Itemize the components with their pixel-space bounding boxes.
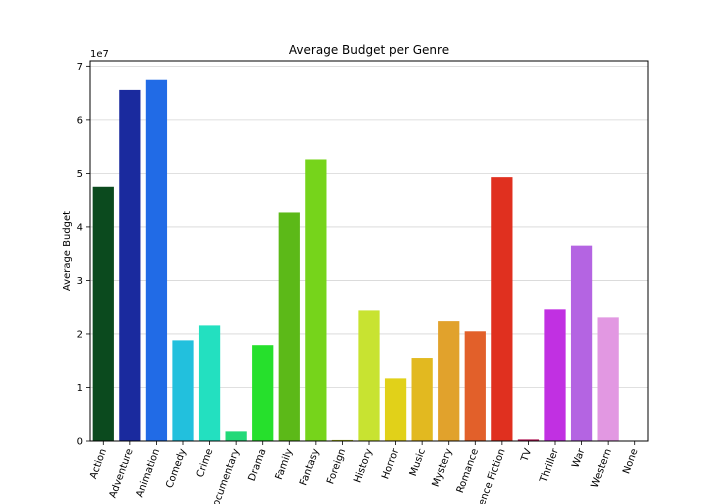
y-tick-label: 2 — [77, 329, 83, 340]
x-tick-label: Foreign — [325, 447, 348, 486]
x-tick-label: Animation — [134, 447, 162, 499]
y-axis-label: Average Budget — [62, 211, 73, 291]
x-tick-label: Fantasy — [298, 447, 322, 487]
y-axis-scale-label: 1e7 — [90, 49, 109, 60]
x-tick-label: Comedy — [164, 447, 188, 490]
bar-animation — [145, 79, 168, 441]
x-tick-label: Adventure — [108, 447, 136, 499]
x-tick-label: Action — [88, 447, 109, 480]
x-tick-label: History — [352, 447, 375, 484]
bar-adventure — [119, 89, 141, 442]
bar-action — [92, 186, 114, 441]
bar-thriller — [544, 309, 566, 441]
bar-tv — [517, 439, 540, 441]
bar-western — [597, 317, 619, 441]
x-tick-label: War — [570, 446, 587, 469]
bar-crime — [198, 325, 221, 441]
x-tick-label: Crime — [195, 447, 216, 479]
bar-documentary — [225, 431, 247, 441]
x-tick-label: Western — [590, 447, 614, 489]
y-axis-ticks: 0 1 2 3 4 5 6 7 — [77, 62, 90, 448]
y-tick-label: 6 — [77, 115, 83, 126]
chart-title: Average Budget per Genre — [289, 43, 449, 57]
bar-history — [358, 310, 380, 441]
y-tick-label: 0 — [77, 437, 83, 448]
y-tick-label: 3 — [77, 276, 83, 287]
y-tick-label: 4 — [77, 222, 83, 233]
x-tick-label: Music — [408, 447, 428, 477]
y-tick-label: 1 — [77, 383, 83, 394]
y-tick-label: 5 — [77, 169, 83, 180]
x-tick-label: Family — [274, 447, 295, 481]
x-tick-label: Horror — [380, 446, 401, 480]
bar-drama — [252, 345, 274, 441]
bar-fantasy — [305, 159, 327, 441]
bar-war — [570, 245, 593, 441]
x-tick-label: Thriller — [538, 446, 561, 485]
bar-science-fiction — [491, 177, 513, 441]
x-tick-label: Mystery — [431, 447, 455, 488]
x-tick-label: None — [621, 447, 640, 475]
y-tick-label: 7 — [77, 62, 83, 73]
bar-foreign — [331, 439, 354, 441]
bar-music — [411, 358, 433, 441]
bar-family — [278, 212, 300, 441]
bar-mystery — [438, 321, 460, 441]
x-tick-label: Romance — [455, 447, 481, 494]
x-tick-label: Drama — [247, 447, 269, 483]
bar-horror — [384, 378, 407, 441]
bar-romance — [464, 331, 486, 441]
bars — [92, 79, 619, 442]
x-tick-label: TV — [519, 447, 534, 464]
bar-comedy — [172, 340, 194, 441]
